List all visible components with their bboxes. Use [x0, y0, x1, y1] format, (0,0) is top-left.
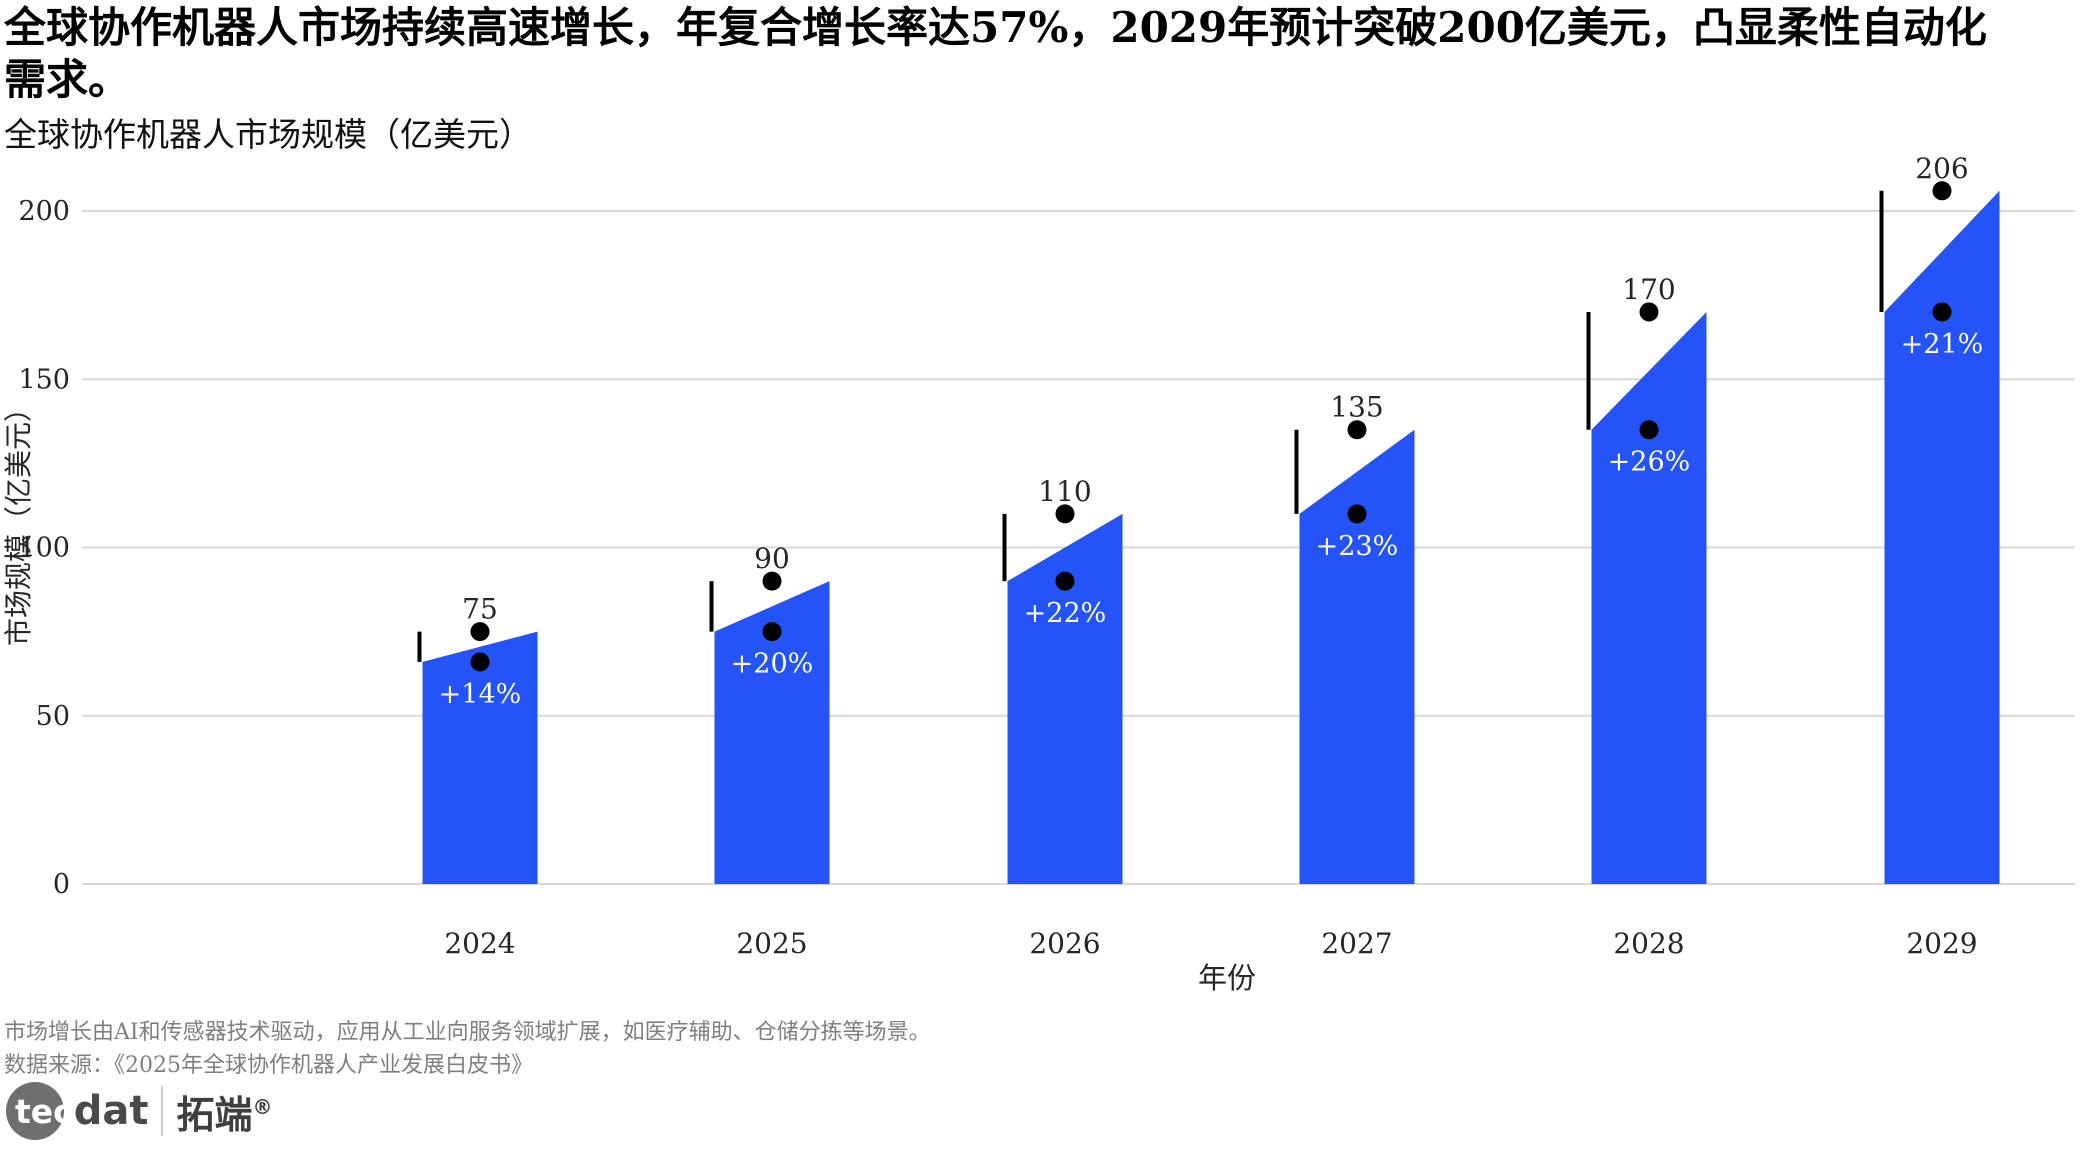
logo-text-cn: 拓端® — [176, 1084, 272, 1139]
bar-2027 — [1299, 429, 1415, 884]
value-dot-2024 — [470, 622, 490, 642]
bar-group-2029: 206 +21% 2029 — [1879, 152, 2000, 960]
value-label-2025: 90 — [754, 542, 790, 575]
bar-2024 — [422, 631, 538, 884]
x-tick-label-2027: 2027 — [1321, 927, 1392, 960]
y-tick-label-200: 200 — [18, 196, 70, 227]
x-tick-label-2024: 2024 — [444, 927, 515, 960]
logo-circle-icon — [6, 1082, 64, 1140]
tecdat-logo: tec dat 拓端® — [6, 1081, 272, 1141]
bar-group-2025: 90 +20% 2025 — [709, 542, 830, 960]
x-tick-label-2028: 2028 — [1613, 927, 1684, 960]
bar-group-2026: 110 +22% 2026 — [1002, 475, 1123, 960]
x-tick-label-2029: 2029 — [1906, 927, 1977, 960]
footnote-market-driver: 市场增长由AI和传感器技术驱动，应用从工业向服务领域扩展，如医疗辅助、仓储分拣等… — [4, 1020, 931, 1045]
growth-label-2029: +21% — [1901, 329, 1984, 360]
bar-group-2024: 75 +14% 2024 — [417, 593, 538, 960]
value-dot-2029 — [1932, 181, 1952, 201]
value-dot-2026 — [1055, 504, 1075, 524]
value-label-2024: 75 — [462, 593, 498, 626]
chart-heading: 全球协作机器人市场规模（亿美元） — [4, 115, 532, 154]
value-label-2027: 135 — [1330, 391, 1383, 424]
bar-2026 — [1007, 513, 1123, 884]
gridlines — [82, 210, 2075, 885]
bar-group-2028: 170 +26% 2028 — [1586, 273, 1707, 960]
value-label-2028: 170 — [1622, 273, 1675, 306]
growth-label-2027: +23% — [1316, 531, 1399, 562]
base-dot-2025 — [762, 622, 782, 642]
x-axis-label: 年份 — [1198, 961, 1256, 995]
growth-label-2026: +22% — [1024, 598, 1107, 629]
logo-text-cn-label: 拓端 — [176, 1092, 253, 1137]
value-label-2029: 206 — [1915, 152, 1968, 185]
logo-registered-mark: ® — [252, 1094, 273, 1119]
logo-divider — [161, 1086, 164, 1136]
bar-2029 — [1884, 190, 2000, 884]
base-dot-2027 — [1347, 504, 1367, 524]
logo-text-tec: tec — [15, 1091, 73, 1131]
value-dot-2027 — [1347, 420, 1367, 440]
y-tick-label-0: 0 — [53, 869, 70, 900]
footnote-data-source: 数据来源：《2025年全球协作机器人产业发展白皮书》 — [4, 1053, 533, 1078]
y-tick-label-100: 100 — [18, 533, 70, 564]
growth-label-2028: +26% — [1608, 447, 1691, 478]
value-dot-2025 — [762, 571, 782, 591]
headline: 全球协作机器人市场持续高速增长，年复合增长率达57%，2029年预计突破200亿… — [4, 3, 1987, 104]
base-dot-2028 — [1639, 420, 1659, 440]
value-label-2026: 110 — [1038, 475, 1091, 508]
base-dot-2026 — [1055, 571, 1075, 591]
base-dot-2029 — [1932, 302, 1952, 322]
market-size-bar-chart: 0 50 100 150 200 市场规模（亿美元） 75 +14% 2024 90 +20% 202… — [2, 152, 2075, 995]
growth-label-2025: +20% — [731, 649, 814, 680]
bar-2025 — [714, 581, 830, 884]
bar-group-2027: 135 +23% 2027 — [1294, 391, 1415, 960]
base-dot-2024 — [470, 652, 490, 672]
y-axis-label: 市场规模（亿美元） — [2, 394, 35, 646]
growth-label-2024: +14% — [439, 679, 522, 710]
y-tick-labels: 0 50 100 150 200 — [18, 196, 70, 900]
bar-2028 — [1591, 311, 1707, 884]
y-tick-label-150: 150 — [18, 364, 70, 395]
x-tick-label-2026: 2026 — [1029, 927, 1100, 960]
footnotes: 市场增长由AI和传感器技术驱动，应用从工业向服务领域扩展，如医疗辅助、仓储分拣等… — [4, 1016, 931, 1082]
logo-text-dat: dat — [73, 1088, 149, 1134]
value-dot-2028 — [1639, 302, 1659, 322]
y-tick-label-50: 50 — [36, 701, 70, 732]
x-tick-label-2025: 2025 — [736, 927, 807, 960]
